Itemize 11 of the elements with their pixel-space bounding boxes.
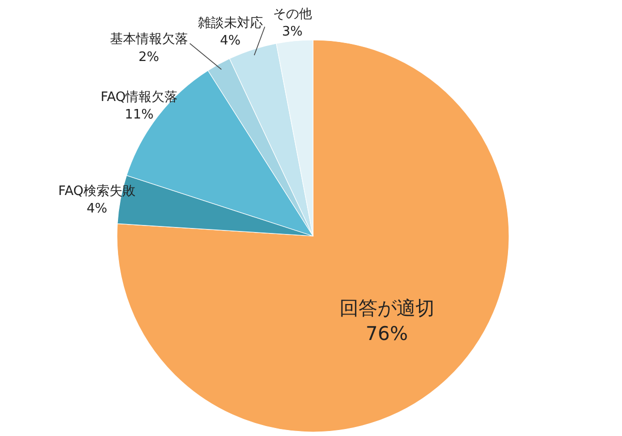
data-label: 3%: [282, 24, 303, 40]
slice-label: 基本情報欠落: [110, 32, 188, 48]
slice-label: FAQ検索失敗: [58, 184, 136, 199]
data-label: 4%: [86, 201, 108, 216]
slice-label: 雑談未対応: [198, 14, 263, 31]
slice-label: その他: [272, 7, 312, 22]
data-label: 11%: [124, 108, 154, 123]
data-label: 4%: [220, 33, 241, 48]
slice-label: 回答が適切: [339, 298, 434, 320]
data-label: 2%: [138, 50, 160, 65]
data-label: 76%: [366, 323, 408, 346]
